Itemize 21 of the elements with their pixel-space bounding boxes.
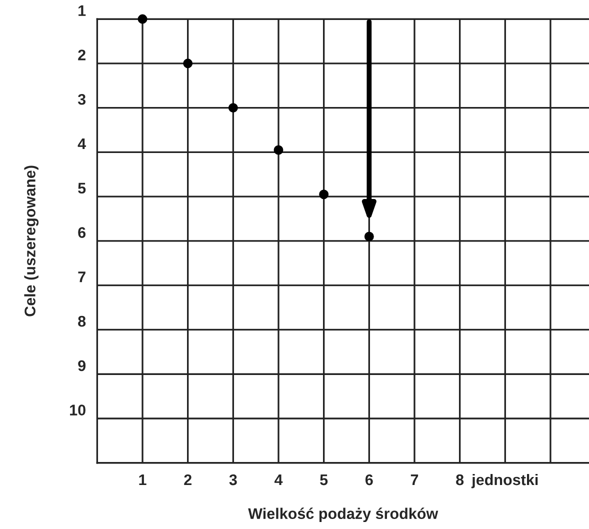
x-tick-label: 3 (229, 474, 237, 486)
x-tick-label: 8 (456, 474, 464, 486)
y-tick-label: 7 (78, 272, 86, 282)
x-tick-label: jednostki (471, 474, 538, 488)
y-tick-label: 4 (78, 138, 86, 150)
x-tick-label: 5 (320, 474, 328, 486)
y-tick-label: 6 (78, 227, 86, 238)
y-tick-label: 8 (78, 316, 86, 327)
x-tick-label: 7 (410, 474, 418, 486)
y-tick-label: 3 (78, 94, 86, 105)
y-tick-label: 1 (78, 5, 86, 16)
y-tick-label: 2 (78, 50, 86, 60)
x-axis-title: Wielkość podaży środków (248, 508, 438, 522)
y-tick-label: 5 (78, 182, 86, 194)
x-tick-label: 6 (365, 474, 373, 486)
x-tick-label: 4 (274, 474, 283, 486)
x-tick-label: 1 (139, 474, 146, 486)
y-tick-label: 9 (78, 360, 86, 372)
y-tick-label: 10 (70, 404, 86, 416)
y-axis-title: Cele (uszeregowane) (24, 166, 39, 316)
x-tick-label: 2 (184, 474, 192, 486)
